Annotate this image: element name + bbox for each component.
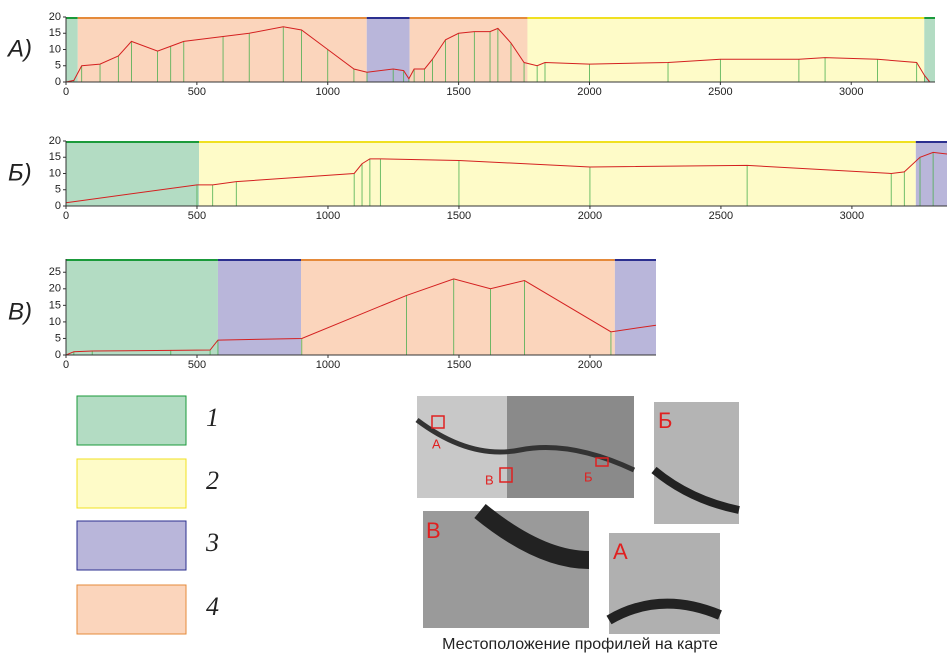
zone bbox=[916, 141, 947, 206]
y-tick-label: 20 bbox=[49, 283, 61, 295]
x-tick-label: 2000 bbox=[577, 86, 601, 98]
zone bbox=[78, 17, 367, 82]
x-tick-label: 2500 bbox=[708, 86, 732, 98]
y-tick-label: 5 bbox=[55, 332, 61, 344]
y-tick-label: 20 bbox=[49, 135, 61, 147]
zone bbox=[301, 259, 615, 355]
map-caption: Местоположение профилей на карте bbox=[442, 636, 718, 653]
chart-title: В) bbox=[8, 298, 32, 325]
map-panels: А Б В Б В А Местоположение профилей на к… bbox=[417, 396, 739, 653]
legend-label: 1 bbox=[206, 403, 219, 432]
chart-title: Б) bbox=[8, 159, 32, 186]
zone bbox=[218, 259, 301, 355]
page: {"chart_data": [ {"type": "line", "title… bbox=[0, 0, 947, 656]
x-tick-label: 1500 bbox=[447, 210, 471, 222]
x-tick-label: 1000 bbox=[316, 86, 340, 98]
legend-label: 4 bbox=[206, 592, 219, 621]
legend-swatch bbox=[77, 521, 186, 570]
y-tick-label: 15 bbox=[49, 151, 61, 163]
x-tick-label: 0 bbox=[63, 359, 69, 371]
chart-title: А) bbox=[6, 35, 32, 62]
x-tick-label: 0 bbox=[63, 210, 69, 222]
x-tick-label: 1000 bbox=[316, 359, 340, 371]
zone bbox=[527, 17, 924, 82]
figure: А Б В Б В А Местоположение профилей на к… bbox=[0, 0, 947, 656]
inset-label: А bbox=[613, 539, 628, 564]
x-tick-label: 2000 bbox=[578, 359, 602, 371]
inset-label: Б bbox=[658, 408, 672, 433]
y-tick-label: 15 bbox=[49, 299, 61, 311]
x-tick-label: 2000 bbox=[578, 210, 602, 222]
zone bbox=[615, 259, 656, 355]
zone bbox=[66, 141, 199, 206]
map-label: В bbox=[485, 472, 494, 487]
zone bbox=[367, 17, 410, 82]
x-tick-label: 3000 bbox=[840, 210, 864, 222]
x-tick-label: 3000 bbox=[839, 86, 863, 98]
legend-label: 2 bbox=[206, 466, 219, 495]
y-tick-label: 25 bbox=[49, 266, 61, 278]
x-tick-label: 1000 bbox=[316, 210, 340, 222]
zone bbox=[924, 17, 935, 82]
inset-label: В bbox=[426, 518, 441, 543]
x-tick-label: 1500 bbox=[447, 359, 471, 371]
y-tick-label: 5 bbox=[55, 60, 61, 72]
y-tick-label: 0 bbox=[55, 76, 61, 88]
y-tick-label: 0 bbox=[55, 200, 61, 212]
y-tick-label: 0 bbox=[55, 349, 61, 361]
zone bbox=[66, 17, 78, 82]
y-tick-label: 10 bbox=[49, 316, 61, 328]
zone bbox=[410, 17, 528, 82]
x-tick-label: 1500 bbox=[446, 86, 470, 98]
legend-label: 3 bbox=[205, 528, 219, 557]
map-label: А bbox=[432, 436, 441, 451]
x-tick-label: 500 bbox=[188, 210, 206, 222]
y-tick-label: 5 bbox=[55, 184, 61, 196]
legend-swatch bbox=[77, 585, 186, 634]
y-tick-label: 10 bbox=[49, 43, 61, 55]
zone bbox=[199, 141, 916, 206]
legend-swatch bbox=[77, 396, 186, 445]
x-tick-label: 500 bbox=[188, 86, 206, 98]
y-tick-label: 15 bbox=[49, 27, 61, 39]
x-tick-label: 2500 bbox=[709, 210, 733, 222]
x-tick-label: 0 bbox=[63, 86, 69, 98]
zone bbox=[66, 259, 218, 355]
y-tick-label: 10 bbox=[49, 167, 61, 179]
x-tick-label: 500 bbox=[188, 359, 206, 371]
legend-swatch bbox=[77, 459, 186, 508]
y-tick-label: 20 bbox=[49, 11, 61, 23]
map-label: Б bbox=[584, 469, 593, 484]
